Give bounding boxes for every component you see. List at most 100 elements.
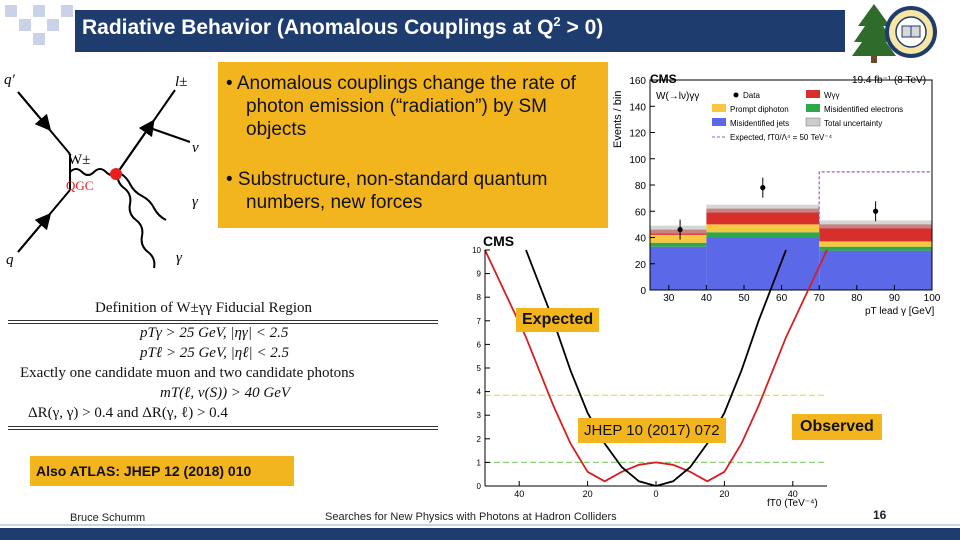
legend-data: Data: [743, 91, 760, 100]
hist-xtick-label: 100: [924, 293, 941, 304]
fiducial-table: Definition of W±γγ Fiducial Region pTγ >…: [8, 296, 438, 432]
hist-bar-misidentified-jets: [819, 250, 932, 290]
feynman-label-lepton: l±: [175, 74, 187, 90]
limit-ytick-label: 0: [477, 482, 482, 491]
tree-logo-icon: [852, 4, 896, 63]
bullet-box: • Anomalous couplings change the rate of…: [218, 62, 608, 228]
limit-curve-expected: [525, 249, 787, 487]
legend-expected: Expected, fT0/Λ⁴ = 50 TeV⁻⁴: [730, 133, 833, 142]
fiducial-row: pTγ > 25 GeV, |ηγ| < 2.5: [140, 325, 289, 341]
legend-misid-j: Misidentified jets: [730, 119, 789, 128]
hist-expected-line: [818, 171, 932, 225]
fiducial-rule-bottom: [8, 426, 438, 427]
slide-title: Radiative Behavior (Anomalous Couplings …: [82, 14, 603, 40]
hist-bar-w-: [819, 224, 932, 242]
hist-ytick-label: 20: [635, 260, 647, 271]
legend-data-marker: [733, 92, 739, 98]
hist-ytick-label: 0: [640, 286, 646, 297]
hist-xtick-label: 60: [776, 293, 788, 304]
legend-wgg: Wγγ: [824, 91, 840, 100]
fiducial-rule-top: [8, 320, 438, 321]
legend-prompt: Prompt diphoton: [730, 105, 789, 114]
legend-misid-e: Misidentified electrons: [824, 105, 903, 114]
hist-xtick-label: 40: [701, 293, 713, 304]
hist-cms-label: CMS: [650, 72, 677, 86]
hist-ytick-label: 140: [629, 102, 646, 113]
hist-process-label: W(→lν)γγ: [656, 91, 699, 102]
hist-uncertainty-band: [706, 204, 820, 213]
limit-ytick-label: 9: [477, 270, 482, 279]
hist-data-point: [760, 185, 766, 191]
hist-data-point: [873, 208, 879, 214]
footer-title: Searches for New Physics with Photons at…: [325, 511, 617, 523]
qgc-vertex: [110, 168, 122, 180]
title-superscript: 2: [553, 14, 561, 29]
limit-ytick-label: 8: [477, 293, 482, 302]
hist-bar-misidentified-electrons: [650, 242, 707, 247]
hist-bar-prompt-diphoton: [706, 224, 820, 233]
limit-xtick-label: 20: [719, 489, 729, 499]
fiducial-rule-bottom2: [8, 429, 438, 430]
decor-square: [5, 5, 17, 17]
footer-rule: [0, 524, 960, 526]
bullet-2: • Substructure, non-standard quantum num…: [226, 169, 548, 213]
hist-ytick-label: 120: [629, 129, 646, 140]
hist-bar-misidentified-jets: [706, 237, 820, 290]
legend-uncert-swatch: [805, 117, 821, 127]
title-end: > 0): [560, 16, 604, 39]
title-main: Radiative Behavior (Anomalous Couplings …: [82, 16, 554, 39]
hist-bar-prompt-diphoton: [819, 241, 932, 247]
hist-ytick-label: 80: [635, 181, 647, 192]
hist-xtick-label: 30: [663, 293, 675, 304]
feynman-label-nu: ν: [192, 140, 199, 156]
fiducial-row: mT(ℓ, ν(S)) > 40 GeV: [160, 385, 291, 401]
legend-misid-j-swatch: [712, 118, 726, 126]
limit-xtick-label: 20: [583, 489, 593, 499]
bullet-1: • Anomalous couplings change the rate of…: [226, 73, 576, 140]
page-number: 16: [873, 508, 887, 522]
hist-uncertainty-band: [819, 220, 932, 229]
title-bar: [75, 10, 845, 52]
feynman-label-qgc: QGC: [66, 178, 93, 193]
hist-bar-prompt-diphoton: [650, 234, 707, 243]
decor-square: [61, 5, 73, 17]
decor-square: [33, 33, 45, 45]
hist-bar-misidentified-electrons: [819, 246, 932, 251]
limit-ytick-label: 4: [477, 388, 482, 397]
limit-xlabel: fT0 (TeV⁻⁴): [767, 498, 818, 509]
limit-xtick-label: 40: [514, 489, 524, 499]
feynman-label-gamma2: γ: [176, 250, 183, 266]
hist-xtick-label: 70: [814, 293, 826, 304]
limit-curve-observed: [484, 249, 828, 483]
fiducial-row: pTℓ > 25 GeV, |ηℓ| < 2.5: [140, 345, 289, 361]
hist-bar-misidentified-jets: [650, 246, 707, 290]
hist-xtick-label: 80: [851, 293, 863, 304]
limit-ytick-label: 7: [477, 317, 482, 326]
bottom-bar: [0, 528, 960, 540]
fiducial-row: Exactly one candidate muon and two candi…: [20, 365, 355, 381]
fiducial-rule-top2: [8, 323, 438, 324]
feynman-label-q: q: [6, 252, 14, 268]
limit-ytick-label: 5: [477, 364, 482, 373]
expected-label: Expected: [516, 308, 600, 332]
limit-ytick-label: 10: [472, 246, 481, 255]
hist-bar-misidentified-electrons: [706, 232, 820, 238]
limit-cms-label: CMS: [483, 233, 514, 249]
legend-misid-e-swatch: [806, 104, 820, 112]
limit-xtick-label: 0: [653, 489, 658, 499]
atlas-reference: Also ATLAS: JHEP 12 (2018) 010: [30, 456, 294, 486]
feynman-label-w: W±: [68, 152, 90, 168]
legend-prompt-swatch: [712, 104, 726, 112]
limit-ytick-label: 2: [477, 435, 482, 444]
university-seal-icon: [885, 6, 937, 58]
limit-ytick-label: 1: [477, 458, 482, 467]
hist-xtick-label: 50: [738, 293, 750, 304]
decor-square: [33, 5, 45, 17]
histogram-chart: CMS 19.4 fb⁻¹ (8 TeV) Events / bin pT le…: [610, 66, 950, 322]
legend-uncert: Total uncertainty: [824, 119, 882, 128]
jhep-reference: JHEP 10 (2017) 072: [578, 418, 726, 443]
hist-data-point: [677, 227, 683, 233]
footer-author: Bruce Schumm: [70, 512, 146, 524]
hist-xlabel: pT lead γ [GeV]: [865, 306, 935, 317]
